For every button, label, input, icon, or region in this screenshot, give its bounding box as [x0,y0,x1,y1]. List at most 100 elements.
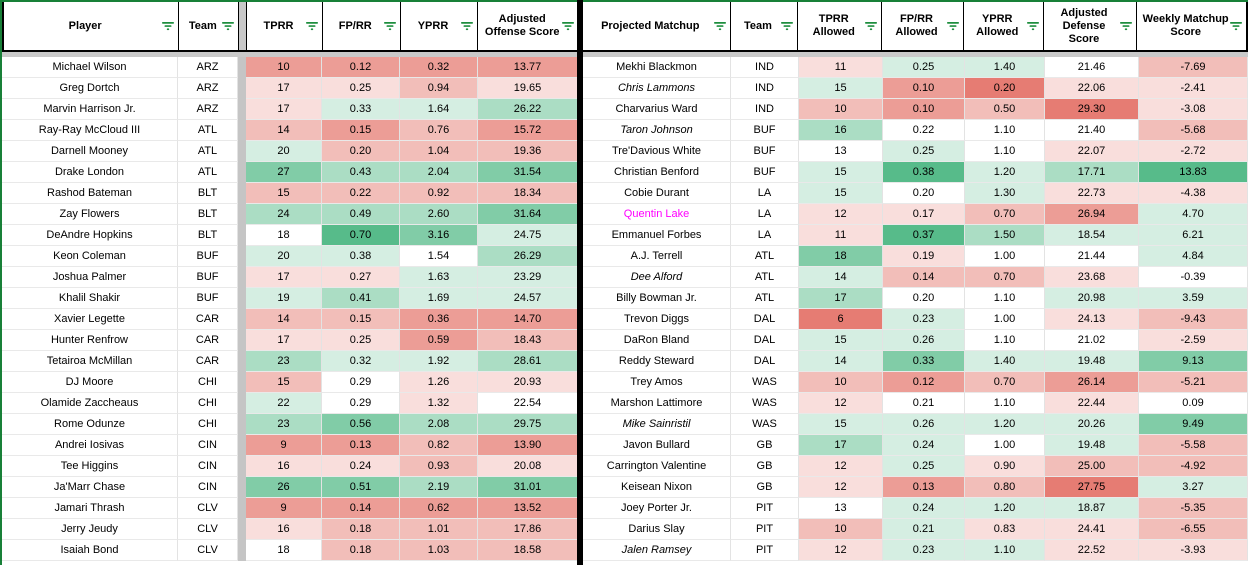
stat-cell[interactable]: 1.10 [965,540,1045,561]
stat-cell[interactable]: 0.12 [883,372,965,393]
stat-cell[interactable]: 6.21 [1139,225,1248,246]
stat-cell[interactable]: 1.64 [400,99,478,120]
stat-cell[interactable]: 0.22 [883,120,965,141]
stat-cell[interactable]: 31.01 [478,477,578,498]
stat-cell[interactable]: 0.24 [883,498,965,519]
team-cell[interactable]: CLV [178,540,238,561]
team-cell[interactable]: DAL [731,309,799,330]
player-name-cell[interactable]: Tee Higgins [2,456,178,477]
stat-cell[interactable]: 19.36 [478,141,578,162]
stat-cell[interactable]: 15 [799,414,883,435]
stat-cell[interactable]: 1.10 [965,120,1045,141]
team-cell[interactable]: CIN [178,456,238,477]
stat-cell[interactable]: 14 [799,267,883,288]
stat-cell[interactable]: 23.29 [478,267,578,288]
team-cell[interactable]: WAS [731,372,799,393]
player-name-cell[interactable]: Joshua Palmer [2,267,178,288]
stat-cell[interactable]: 0.19 [883,246,965,267]
matchup-name-cell[interactable]: Mike Sainristil [583,414,731,435]
filter-icon[interactable] [161,20,175,32]
stat-cell[interactable]: 17.86 [478,519,578,540]
stat-cell[interactable]: 9.13 [1139,351,1248,372]
header-cell-tprr[interactable]: TPRR [247,2,323,50]
stat-cell[interactable]: 12 [799,477,883,498]
header-cell-projected-matchup[interactable]: Projected Matchup [583,2,731,50]
stat-cell[interactable]: 4.70 [1139,204,1248,225]
player-name-cell[interactable]: Rashod Bateman [2,183,178,204]
player-name-cell[interactable]: Michael Wilson [2,57,178,78]
stat-cell[interactable]: 20 [246,246,322,267]
stat-cell[interactable]: 3.59 [1139,288,1248,309]
stat-cell[interactable]: 1.32 [400,393,478,414]
player-name-cell[interactable]: Isaiah Bond [2,540,178,561]
stat-cell[interactable]: -2.59 [1139,330,1248,351]
player-name-cell[interactable]: Andrei Iosivas [2,435,178,456]
stat-cell[interactable]: 1.50 [965,225,1045,246]
stat-cell[interactable]: 0.21 [883,519,965,540]
filter-icon[interactable] [1026,20,1040,32]
matchup-name-cell[interactable]: Taron Johnson [583,120,731,141]
team-cell[interactable]: LA [731,225,799,246]
stat-cell[interactable]: 0.41 [322,288,400,309]
team-cell[interactable]: BLT [178,225,238,246]
stat-cell[interactable]: 14.70 [478,309,578,330]
team-cell[interactable]: CLV [178,519,238,540]
stat-cell[interactable]: 0.93 [400,456,478,477]
team-cell[interactable]: LA [731,204,799,225]
stat-cell[interactable]: -5.58 [1139,435,1248,456]
stat-cell[interactable]: 1.63 [400,267,478,288]
filter-icon[interactable] [1229,20,1243,32]
team-cell[interactable]: CAR [178,330,238,351]
stat-cell[interactable]: 9.49 [1139,414,1248,435]
stat-cell[interactable]: 23.68 [1045,267,1139,288]
stat-cell[interactable]: 0.23 [883,540,965,561]
stat-cell[interactable]: 0.26 [883,330,965,351]
stat-cell[interactable]: 1.20 [965,414,1045,435]
stat-cell[interactable]: 19.48 [1045,435,1139,456]
stat-cell[interactable]: 1.00 [965,309,1045,330]
stat-cell[interactable]: 0.24 [322,456,400,477]
stat-cell[interactable]: -4.92 [1139,456,1248,477]
stat-cell[interactable]: -3.08 [1139,99,1248,120]
stat-cell[interactable]: 0.25 [322,78,400,99]
stat-cell[interactable]: 11 [799,57,883,78]
matchup-name-cell[interactable]: Trevon Diggs [583,309,731,330]
stat-cell[interactable]: -2.41 [1139,78,1248,99]
player-name-cell[interactable]: Keon Coleman [2,246,178,267]
stat-cell[interactable]: 6 [799,309,883,330]
header-cell-yprr-allowed[interactable]: YPRR Allowed [964,2,1044,50]
player-name-cell[interactable]: Darnell Mooney [2,141,178,162]
stat-cell[interactable]: 1.04 [400,141,478,162]
stat-cell[interactable]: 0.10 [883,99,965,120]
stat-cell[interactable]: 21.40 [1045,120,1139,141]
stat-cell[interactable]: 0.09 [1139,393,1248,414]
stat-cell[interactable]: 0.70 [965,267,1045,288]
stat-cell[interactable]: 19.48 [1045,351,1139,372]
header-cell-player[interactable]: Player [4,2,180,50]
stat-cell[interactable]: 0.20 [322,141,400,162]
stat-cell[interactable]: 19 [246,288,322,309]
stat-cell[interactable]: 0.36 [400,309,478,330]
stat-cell[interactable]: 22.73 [1045,183,1139,204]
stat-cell[interactable]: 28.61 [478,351,578,372]
stat-cell[interactable]: 0.20 [883,288,965,309]
stat-cell[interactable]: 0.25 [883,57,965,78]
stat-cell[interactable]: 12 [799,540,883,561]
stat-cell[interactable]: 1.01 [400,519,478,540]
filter-icon[interactable] [305,20,319,32]
stat-cell[interactable]: 0.20 [965,78,1045,99]
team-cell[interactable]: ARZ [178,78,238,99]
team-cell[interactable]: ATL [178,141,238,162]
stat-cell[interactable]: 23 [246,351,322,372]
team-cell[interactable]: DAL [731,330,799,351]
stat-cell[interactable]: 0.92 [400,183,478,204]
player-name-cell[interactable]: Greg Dortch [2,78,178,99]
stat-cell[interactable]: 31.54 [478,162,578,183]
stat-cell[interactable]: 16 [799,120,883,141]
matchup-name-cell[interactable]: Reddy Steward [583,351,731,372]
stat-cell[interactable]: 24.13 [1045,309,1139,330]
matchup-name-cell[interactable]: DaRon Bland [583,330,731,351]
stat-cell[interactable]: 10 [246,57,322,78]
matchup-name-cell[interactable]: Carrington Valentine [583,456,731,477]
stat-cell[interactable]: -6.55 [1139,519,1248,540]
